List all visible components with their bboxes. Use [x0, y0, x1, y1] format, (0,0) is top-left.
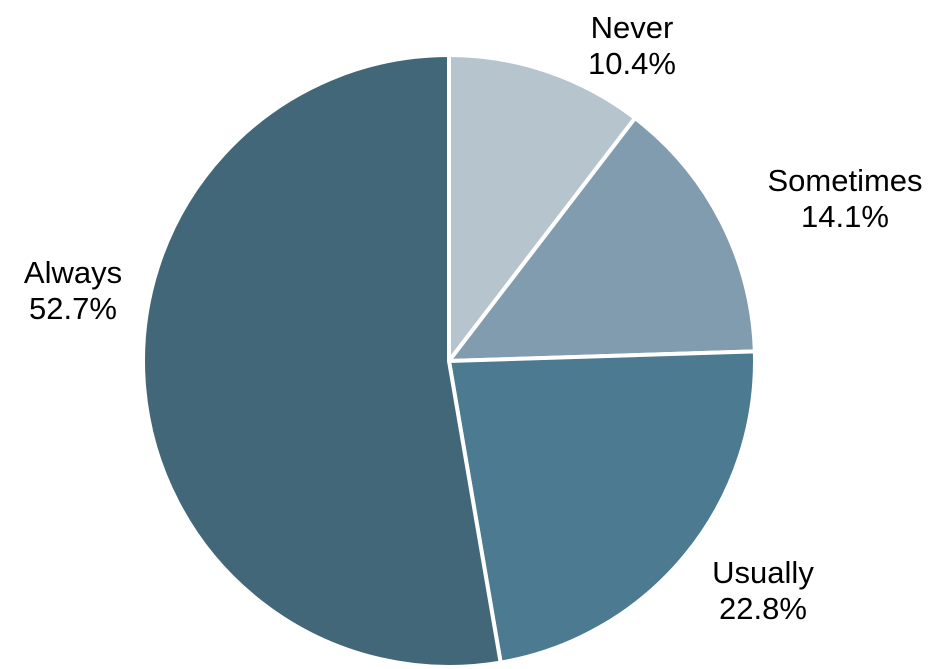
- slice-category-label: Sometimes: [767, 163, 922, 198]
- slice-value-label: 22.8%: [719, 591, 807, 626]
- pie-slice-sometimes: [447, 116, 757, 363]
- slice-category-label: Usually: [712, 555, 814, 590]
- slice-category-label: Never: [591, 10, 674, 45]
- pie-slice-usually: [447, 349, 757, 665]
- pie-slice-always: [141, 53, 503, 669]
- slice-value-label: 10.4%: [588, 46, 676, 81]
- pie-slices: [141, 53, 757, 669]
- slice-value-label: 52.7%: [29, 291, 117, 326]
- slice-value-label: 14.1%: [801, 199, 889, 234]
- pie-slice-never: [447, 53, 638, 363]
- slice-category-label: Always: [24, 255, 122, 290]
